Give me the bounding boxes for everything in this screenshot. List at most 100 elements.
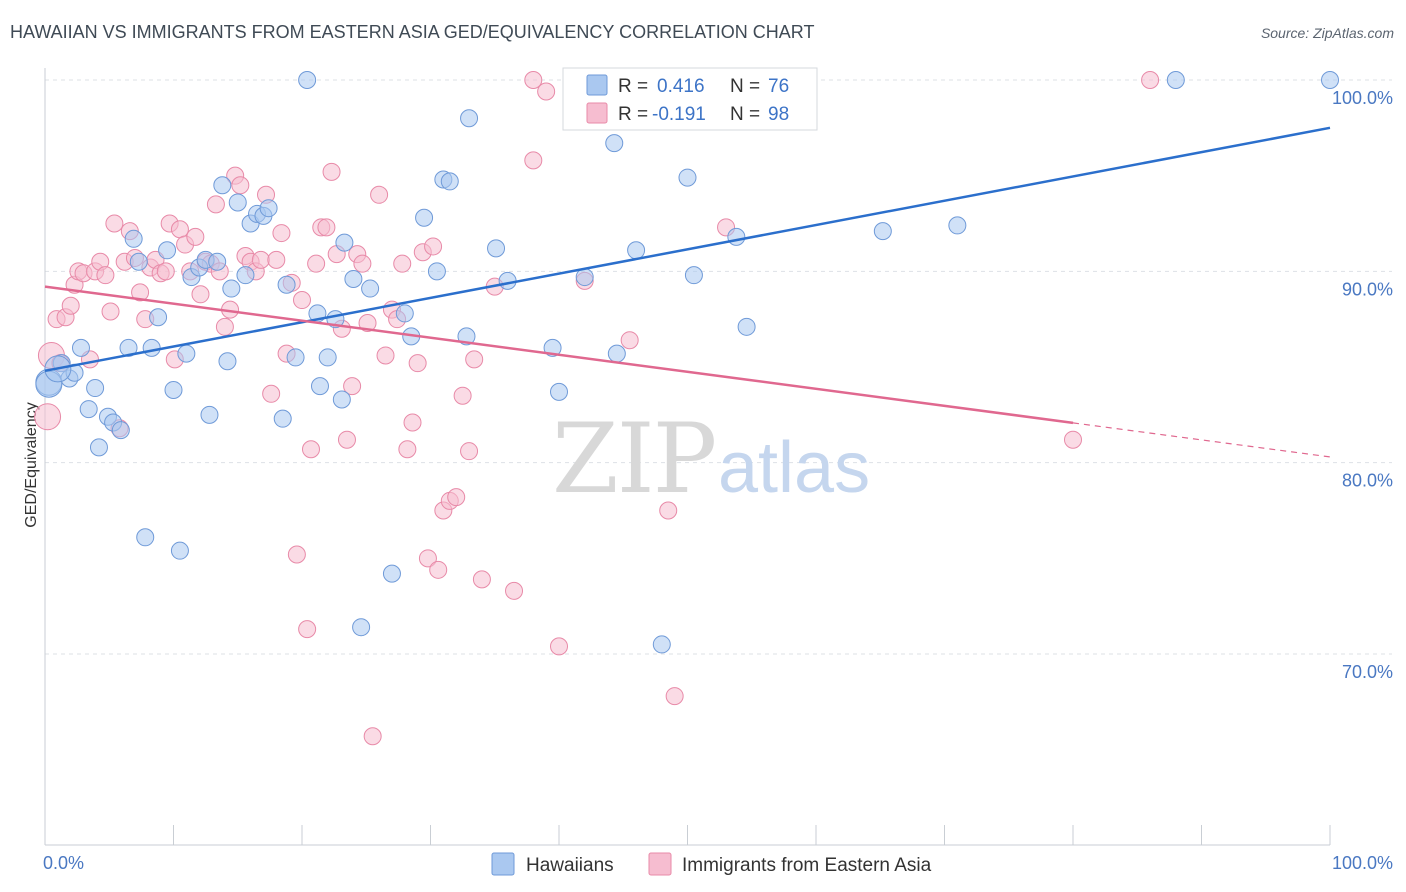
hawaiians-point bbox=[605, 134, 624, 153]
legend-r-value-1: 0.416 bbox=[657, 76, 705, 97]
y-tick-labels: 70.0% 80.0% 90.0% 100.0% bbox=[1332, 88, 1393, 682]
immigrants-point bbox=[460, 442, 479, 461]
legend-r-value-2: -0.191 bbox=[652, 104, 706, 125]
legend-swatch-blue bbox=[586, 74, 608, 96]
trend-line-hawaiians bbox=[44, 126, 1331, 373]
x-tick-label-0: 0.0% bbox=[43, 853, 84, 873]
immigrants-point bbox=[61, 296, 80, 315]
legend-n-label-2: N = bbox=[730, 104, 760, 125]
immigrants-point bbox=[453, 386, 472, 405]
immigrants-point bbox=[665, 687, 684, 706]
hawaiians-point bbox=[218, 352, 237, 371]
immigrants-point bbox=[398, 440, 417, 459]
hawaiians-point bbox=[382, 564, 401, 583]
hawaiians-point bbox=[727, 227, 746, 246]
legend-n-value-1: 76 bbox=[768, 76, 789, 97]
x-tick-labels: 0.0% 100.0% bbox=[43, 853, 1393, 873]
immigrants-point bbox=[524, 71, 543, 89]
hawaiians-point bbox=[873, 222, 892, 241]
immigrants-point bbox=[287, 545, 306, 564]
immigrants-point bbox=[353, 254, 372, 273]
y-tick-label-2: 90.0% bbox=[1342, 279, 1393, 299]
series-legend-label-immigrants: Immigrants from Eastern Asia bbox=[682, 855, 932, 876]
immigrants-point bbox=[424, 237, 443, 256]
immigrants-point bbox=[465, 350, 484, 369]
hawaiians-point bbox=[142, 338, 161, 357]
hawaiians-point bbox=[236, 266, 255, 285]
x-tick-label-1: 100.0% bbox=[1332, 853, 1393, 873]
series-hawaiians-points bbox=[35, 71, 1339, 654]
hawaiians-point bbox=[678, 168, 697, 187]
immigrants-point bbox=[131, 283, 150, 302]
immigrants-point bbox=[337, 430, 356, 449]
y-tick-label-0: 70.0% bbox=[1342, 662, 1393, 682]
trend-line-immigrants-dashed bbox=[1072, 422, 1331, 458]
hawaiians-point bbox=[335, 233, 354, 252]
hawaiians-point bbox=[286, 348, 305, 367]
series-legend-label-hawaiians: Hawaiians bbox=[526, 855, 614, 876]
immigrants-point bbox=[376, 346, 395, 365]
chart-source: Source: ZipAtlas.com bbox=[1261, 25, 1394, 41]
immigrants-point bbox=[105, 214, 124, 233]
immigrants-point bbox=[262, 384, 281, 403]
immigrants-point bbox=[408, 354, 427, 373]
hawaiians-point bbox=[71, 338, 90, 357]
hawaiians-point bbox=[79, 400, 98, 419]
immigrants-point bbox=[307, 254, 326, 273]
immigrants-point bbox=[505, 581, 524, 600]
hawaiians-point bbox=[310, 377, 329, 396]
y-axis-label: GED/Equivalency bbox=[23, 402, 40, 527]
hawaiians-point bbox=[200, 405, 219, 424]
hawaiians-point bbox=[158, 241, 177, 260]
immigrants-point bbox=[620, 331, 639, 350]
immigrants-point bbox=[472, 570, 491, 589]
immigrants-point bbox=[447, 488, 466, 507]
hawaiians-point bbox=[652, 635, 671, 654]
hawaiians-point bbox=[395, 304, 414, 323]
immigrants-point bbox=[251, 250, 270, 269]
hawaiians-point bbox=[460, 109, 479, 128]
trend-lines bbox=[44, 126, 1331, 458]
hawaiians-point bbox=[1321, 71, 1339, 89]
legend-swatch-pink bbox=[586, 102, 608, 124]
immigrants-point bbox=[191, 285, 210, 304]
hawaiians-point bbox=[684, 266, 703, 285]
immigrants-point bbox=[317, 218, 336, 237]
immigrants-point bbox=[215, 317, 234, 336]
trend-line-immigrants bbox=[44, 285, 1074, 425]
hawaiians-point bbox=[427, 262, 446, 281]
hawaiians-point bbox=[213, 176, 232, 195]
hawaiians-point bbox=[498, 271, 517, 290]
immigrants-point bbox=[1141, 71, 1160, 89]
immigrants-point bbox=[393, 254, 412, 273]
axes bbox=[44, 68, 1331, 846]
hawaiians-point bbox=[86, 379, 105, 398]
immigrants-point bbox=[101, 302, 120, 321]
watermark: ZIP atlas bbox=[552, 403, 870, 515]
y-tick-label-3: 100.0% bbox=[1332, 88, 1393, 108]
chart-title: HAWAIIAN VS IMMIGRANTS FROM EASTERN ASIA… bbox=[10, 22, 814, 42]
hawaiians-point bbox=[170, 541, 189, 560]
hawaiians-point bbox=[332, 390, 351, 409]
immigrants-point bbox=[206, 195, 225, 214]
series-legend-swatch-hawaiians bbox=[491, 852, 515, 876]
series-legend: Hawaiians Immigrants from Eastern Asia bbox=[491, 852, 932, 876]
immigrants-point bbox=[96, 266, 115, 285]
legend-r-label-1: R = bbox=[618, 76, 648, 97]
hawaiians-point bbox=[737, 317, 756, 336]
immigrants-point bbox=[301, 440, 320, 459]
immigrants-point bbox=[272, 224, 291, 243]
hawaiians-point bbox=[259, 199, 278, 218]
legend-n-value-2: 98 bbox=[768, 104, 789, 125]
hawaiians-point bbox=[550, 382, 568, 401]
immigrants-point bbox=[298, 620, 317, 639]
hawaiians-point bbox=[487, 239, 506, 258]
hawaiians-point bbox=[457, 327, 476, 346]
immigrants-point bbox=[524, 151, 543, 170]
hawaiians-point bbox=[164, 380, 183, 399]
hawaiians-point bbox=[228, 193, 247, 212]
hawaiians-point bbox=[149, 308, 168, 327]
hawaiians-point bbox=[298, 71, 317, 89]
immigrants-point bbox=[403, 413, 422, 432]
